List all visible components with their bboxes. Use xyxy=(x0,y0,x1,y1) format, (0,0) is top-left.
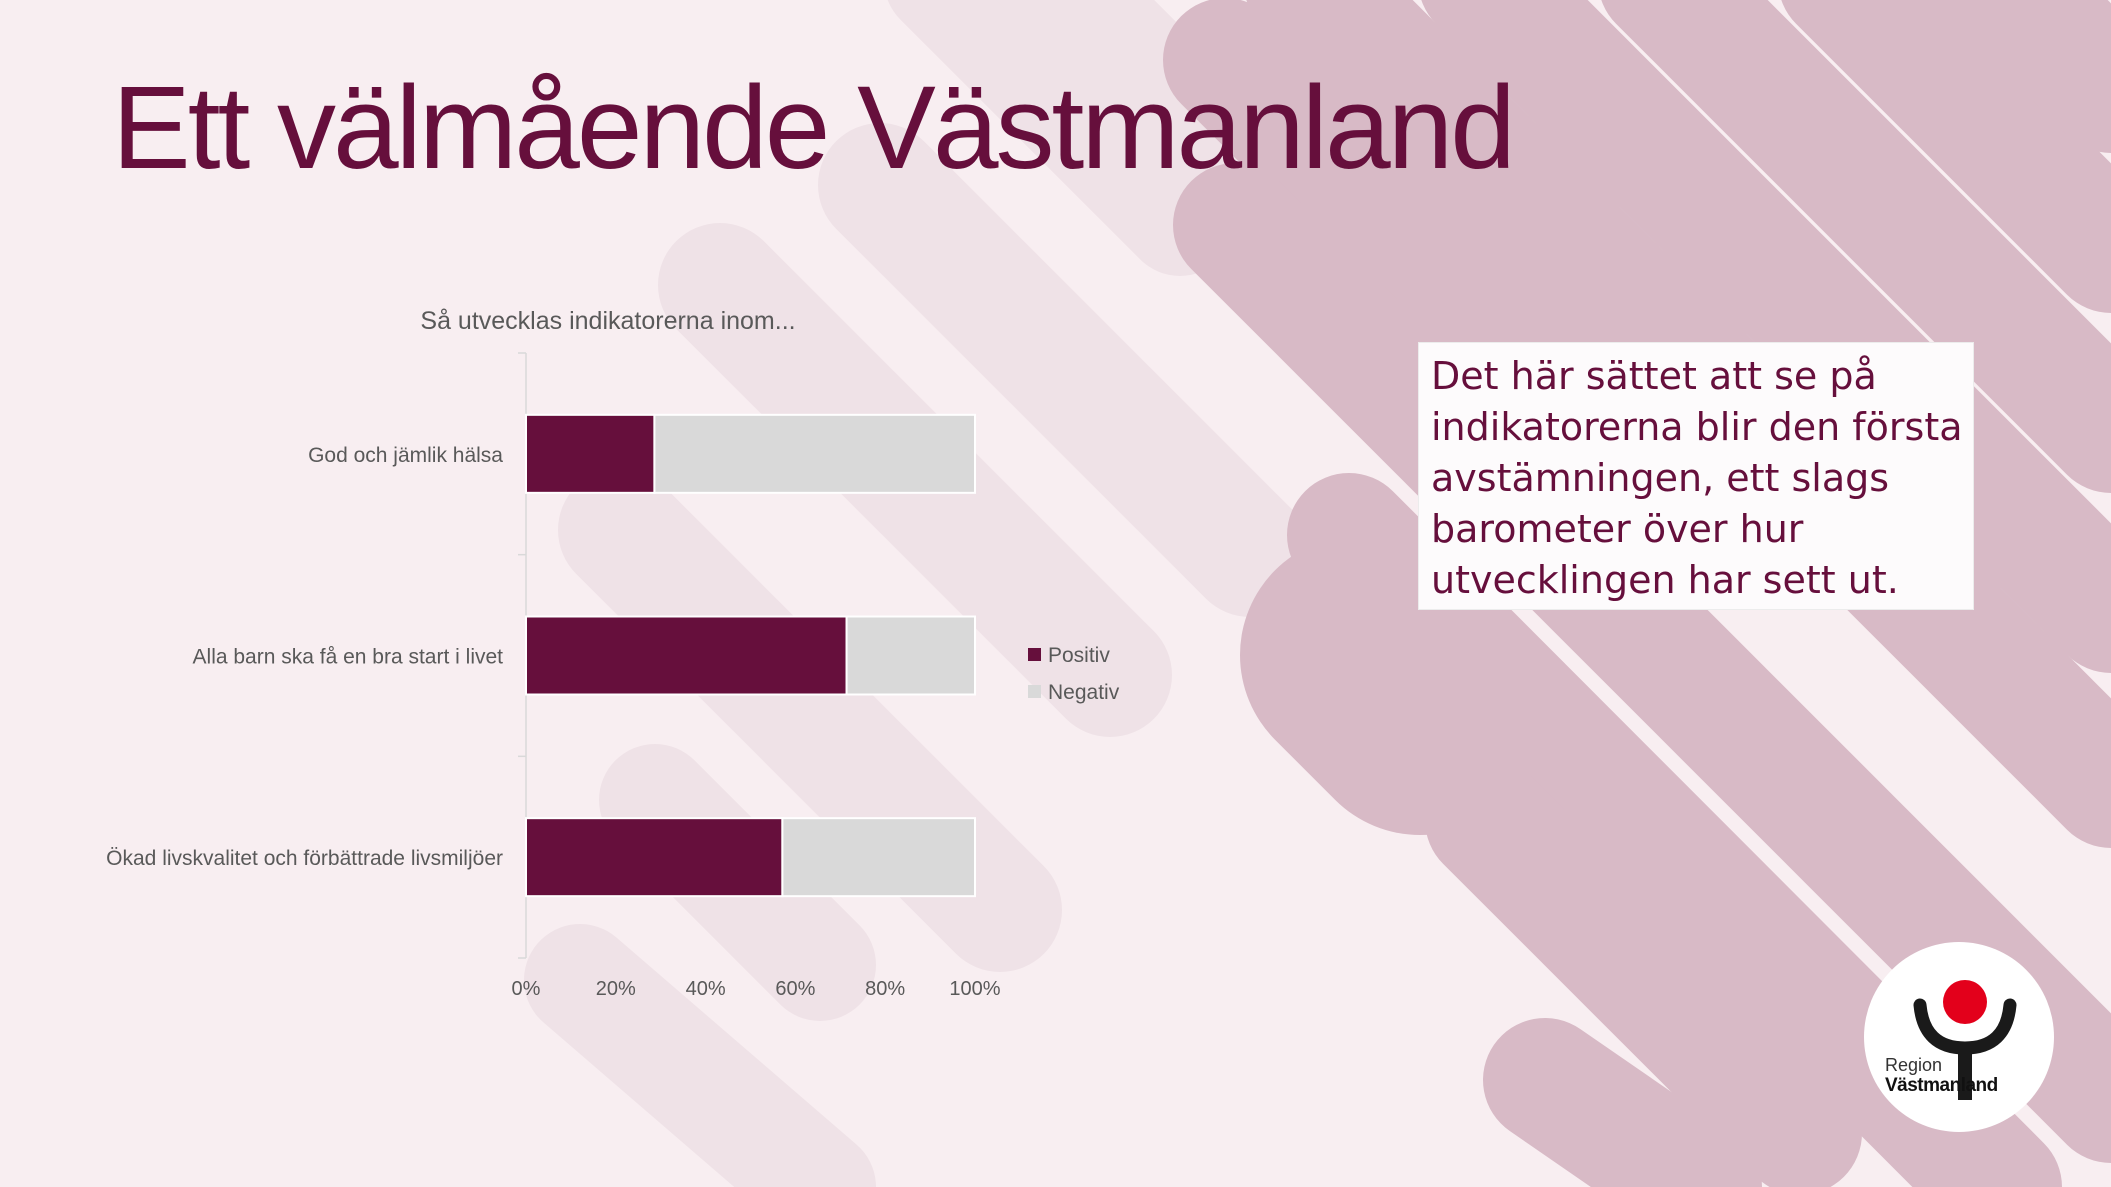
note-box: Det här sättet att se på indikatorerna b… xyxy=(1418,342,1974,610)
category-label: Alla barn ska få en bra start i livet xyxy=(193,646,504,669)
decorative-stripe xyxy=(1601,0,2111,493)
x-tick-label: 60% xyxy=(775,978,815,1000)
region-vastmanland-logo: Region Västmanland xyxy=(1864,942,2054,1132)
chart-title: Så utvecklas indikatorerna inom... xyxy=(420,307,795,335)
decorative-stripe xyxy=(818,123,1312,617)
bar-segment-positiv xyxy=(525,413,656,494)
decorative-stripe xyxy=(888,0,1236,276)
decorative-stripe xyxy=(1941,0,2111,153)
logo-region-text: Region xyxy=(1885,1055,1943,1075)
legend-swatch xyxy=(1028,648,1041,661)
logo-name-text: Västmanland xyxy=(1885,1075,1998,1096)
x-tick-label: 40% xyxy=(686,978,726,1000)
bar-segment-negativ xyxy=(653,413,976,494)
decorative-stripe xyxy=(1240,535,1540,835)
x-tick-label: 20% xyxy=(596,978,636,1000)
decorative-stripe xyxy=(1163,0,1602,437)
bar-segment-negativ xyxy=(781,817,977,898)
category-label: God och jämlik hälsa xyxy=(308,444,503,467)
bar-segment-negativ xyxy=(845,615,976,696)
decorative-stripe xyxy=(1421,0,2111,673)
bar-segment-positiv xyxy=(525,615,848,696)
category-label: Ökad livskvalitet och förbättrade livsmi… xyxy=(106,847,503,870)
x-tick-label: 0% xyxy=(512,978,541,1000)
decorative-stripe xyxy=(1781,0,2111,313)
decorative-stripe xyxy=(1483,1018,1762,1187)
bar-segment-positiv xyxy=(525,817,784,898)
legend-label: Positiv xyxy=(1048,644,1110,667)
note-text: Det här sättet att se på indikatorerna b… xyxy=(1431,354,1963,602)
legend-swatch xyxy=(1028,685,1041,698)
legend-label: Negativ xyxy=(1048,681,1120,704)
slide-title: Ett välmående Västmanland xyxy=(112,62,1516,194)
x-tick-label: 80% xyxy=(865,978,905,1000)
logo-emblem-icon xyxy=(1913,980,2017,1100)
decorative-stripe xyxy=(1425,758,1862,1187)
x-tick-label: 100% xyxy=(949,978,1000,1000)
decorative-stripe xyxy=(524,924,876,1187)
